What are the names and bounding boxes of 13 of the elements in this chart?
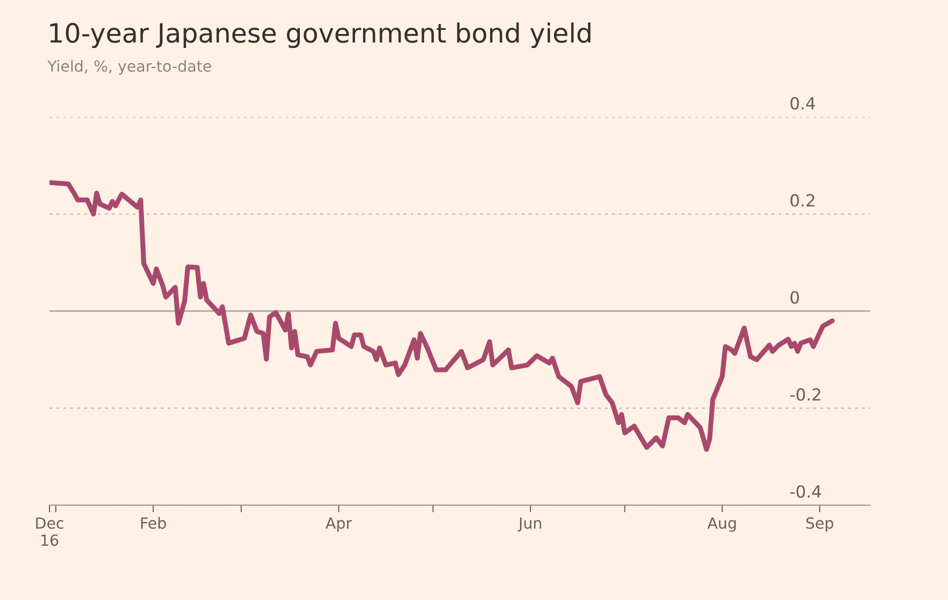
chart-subtitle: Yield, %, year-to-date (47, 60, 212, 75)
x-tick-label: Jun (518, 517, 542, 532)
x-tick-label: Feb (141, 517, 166, 529)
x-tick-label: Aug (707, 517, 736, 532)
x-tick-label: Dec 16 (36, 517, 64, 546)
y-tick-label: -0.4 (790, 485, 822, 498)
x-tick-label: Sep (806, 517, 834, 532)
x-tick-label: Apr (326, 517, 352, 532)
y-tick-label: 0 (790, 291, 799, 304)
chart-title: 10-year Japanese government bond yield (50, 22, 590, 48)
y-tick-label: -0.2 (790, 388, 820, 401)
y-tick-label: 0.4 (790, 96, 815, 110)
y-tick-label: 0.2 (790, 194, 814, 207)
